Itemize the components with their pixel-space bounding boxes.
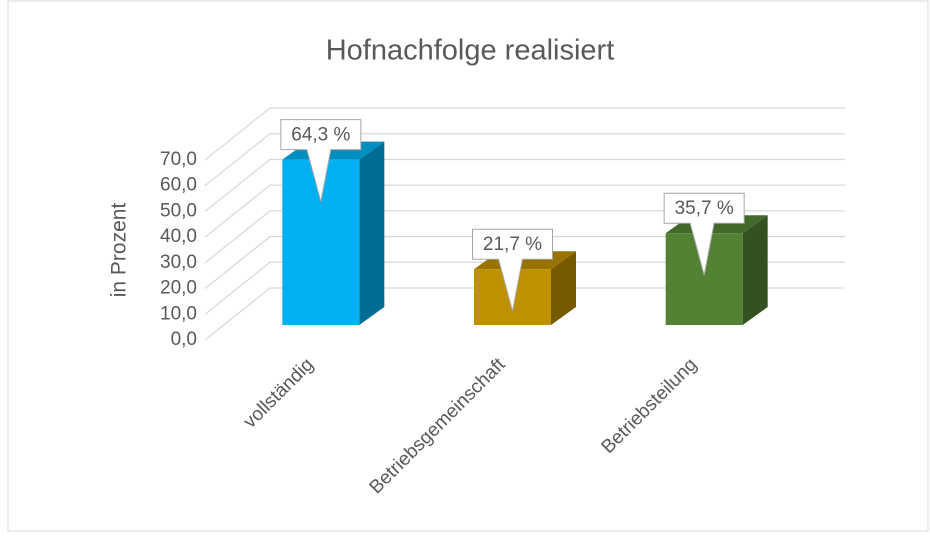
grid-line — [204, 287, 845, 341]
grid-line — [204, 158, 845, 212]
grid-line — [204, 235, 845, 290]
grid-line — [204, 210, 845, 264]
grid-line — [204, 133, 845, 187]
callout — [280, 119, 362, 202]
data-label: 35,7 % — [675, 198, 734, 219]
y-tick-label: 50,0 — [160, 200, 197, 221]
y-tick-label: 0,0 — [171, 329, 197, 350]
bar-side — [359, 141, 385, 325]
y-tick-label: 40,0 — [160, 226, 197, 247]
y-tick-label: 70,0 — [160, 149, 197, 170]
grid-line — [204, 107, 845, 161]
y-axis-title: in Prozent — [108, 203, 131, 298]
y-tick-label: 60,0 — [160, 175, 197, 196]
chart-frame — [7, 0, 929, 532]
y-tick-label: 20,0 — [160, 278, 197, 299]
callout — [472, 228, 553, 312]
bar-side — [742, 215, 768, 325]
grid-line — [204, 184, 845, 238]
data-label: 64,3 % — [291, 125, 350, 146]
callout — [663, 192, 745, 276]
grid-line — [204, 261, 845, 315]
data-label: 21,7 % — [483, 234, 542, 255]
y-tick-label: 30,0 — [160, 252, 197, 273]
y-tick-label: 10,0 — [160, 303, 197, 324]
chart-title: Hofnachfolge realisiert — [326, 35, 615, 67]
bar-side — [551, 251, 576, 325]
